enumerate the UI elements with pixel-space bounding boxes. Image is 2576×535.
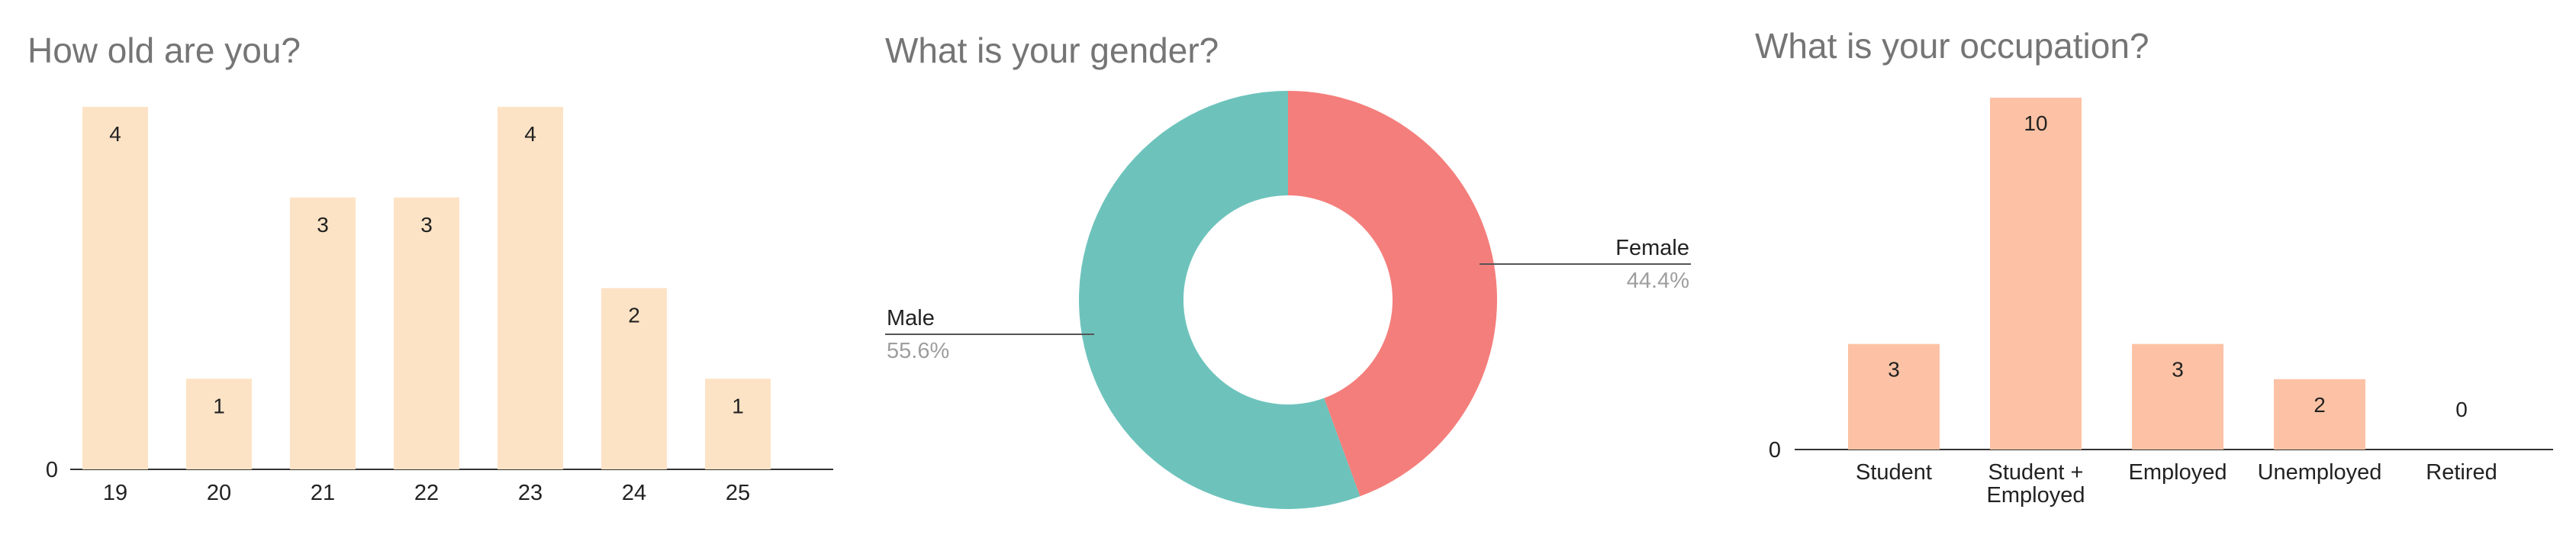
- female-slice-label: Female: [1615, 236, 1689, 260]
- occupation-bar-student: [1848, 343, 1940, 450]
- age-tick-25: 25: [726, 481, 750, 505]
- age-tick-24: 24: [622, 481, 646, 505]
- occupation-tick-student-employed: Student + Employed: [1987, 460, 2085, 508]
- age-bar-value-21: 3: [317, 213, 329, 237]
- age-bar-23: [497, 107, 563, 469]
- occupation-chart: What is your occupation? 0 3 Student 10 Stu…: [1755, 26, 2553, 508]
- age-bar-value-20: 1: [213, 394, 225, 417]
- gender-slice-female: [1288, 91, 1497, 497]
- occupation-bar-employed: [2132, 343, 2223, 450]
- occupation-bars: 3 Student 10 Student + Employed 3 Employed 2 Une…: [1848, 98, 2497, 508]
- age-bar-25: [705, 379, 771, 469]
- occupation-tick-employed: Employed: [2129, 460, 2227, 485]
- occupation-tick-student: Student: [1856, 460, 1932, 485]
- age-tick-19: 19: [103, 481, 127, 505]
- gender-chart-title: What is your gender?: [885, 31, 1219, 70]
- occupation-chart-title: What is your occupation?: [1755, 26, 2149, 66]
- occupation-tick-retired: Retired: [2426, 460, 2497, 485]
- female-slice-percent: 44.4%: [1627, 269, 1689, 293]
- occupation-bar-student-employed: [1990, 98, 2082, 450]
- age-tick-21: 21: [311, 481, 335, 505]
- age-bar-24: [601, 288, 667, 469]
- age-bar-21: [290, 197, 356, 469]
- occupation-bar-value-student: 3: [1888, 358, 1900, 382]
- age-bar-20: [186, 379, 252, 469]
- occupation-bar-value-retired: 0: [2455, 398, 2468, 421]
- occupation-bar-value-employed: 3: [2172, 358, 2184, 382]
- occupation-bar-value-unemployed: 2: [2314, 393, 2326, 417]
- age-tick-22: 22: [414, 481, 439, 505]
- male-slice-label: Male: [887, 306, 935, 330]
- age-bar-value-19: 4: [109, 122, 121, 146]
- occupation-y-tick-0: 0: [1769, 438, 1781, 462]
- occupation-tick-unemployed: Unemployed: [2258, 460, 2382, 485]
- age-y-tick-0: 0: [46, 458, 58, 482]
- age-bar-value-22: 3: [420, 213, 433, 237]
- gender-donut: [1078, 91, 1497, 510]
- gender-chart: What is your gender? Female 44.4% Male 5…: [885, 31, 1691, 510]
- gender-slice-male: [1078, 91, 1360, 510]
- occupation-bar-unemployed: [2274, 379, 2365, 450]
- age-bar-22: [394, 197, 459, 469]
- age-bar-value-23: 4: [524, 122, 536, 146]
- age-tick-20: 20: [207, 481, 231, 505]
- age-bar-value-25: 1: [732, 394, 744, 417]
- age-bar-value-24: 2: [628, 304, 640, 327]
- age-tick-23: 23: [518, 481, 543, 505]
- male-slice-percent: 55.6%: [887, 339, 949, 363]
- age-bar-19: [82, 107, 148, 469]
- age-chart-title: How old are you?: [27, 31, 301, 70]
- occupation-bar-value-student-employed: 10: [2024, 111, 2047, 135]
